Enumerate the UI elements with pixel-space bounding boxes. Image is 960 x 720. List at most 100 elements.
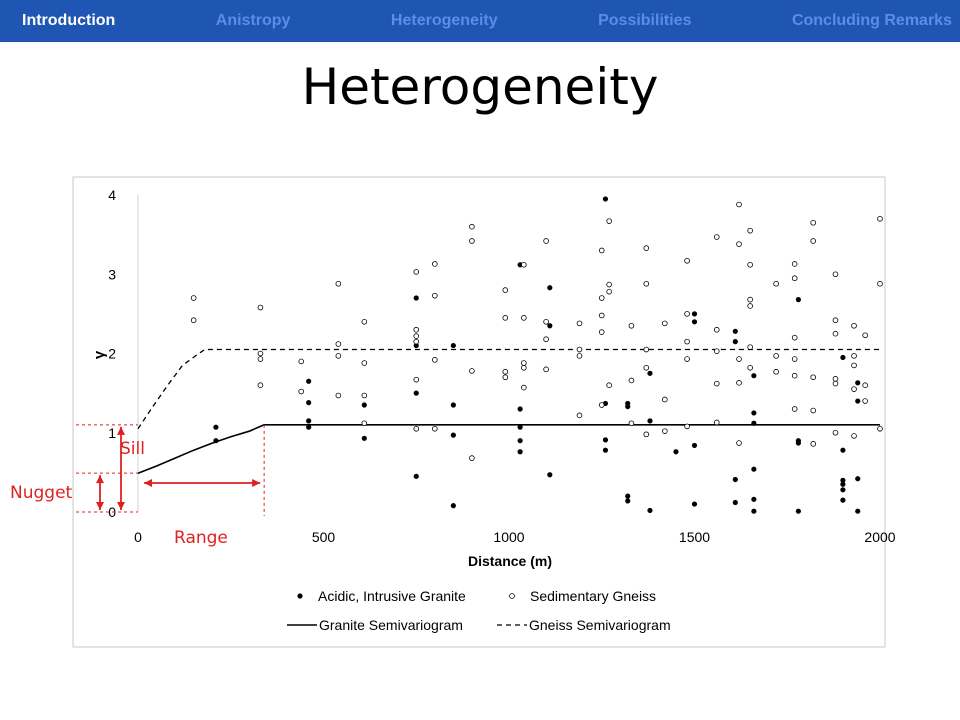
gneiss-data-point [851,362,857,369]
gneiss-data-point [791,356,798,362]
gneiss-data-point [713,419,720,426]
gneiss-data-point [543,366,549,373]
granite-data-point [306,378,312,384]
slide-title: Heterogeneity [301,58,659,116]
granite-data-point [732,339,738,345]
granite-data-point [413,390,419,396]
gneiss-data-point [747,344,753,350]
granite-data-point [602,437,609,443]
gneiss-data-point [832,330,839,337]
gneiss-data-point [862,332,868,339]
gneiss-data-point [521,315,527,321]
legend-label: Granite Semivariogram [319,617,463,633]
gneiss-data-point [502,368,509,375]
gneiss-data-point [773,368,779,375]
gneiss-data-point [413,376,420,383]
granite-data-point [306,424,312,430]
gneiss-data-point [662,396,668,403]
gneiss-data-point [469,455,475,461]
gneiss-data-point [502,374,509,381]
granite-data-point [547,323,553,329]
gneiss-data-point [521,360,527,366]
y-tick-label: 1 [108,425,116,441]
granite-data-point [751,373,757,379]
gneiss-data-point [747,296,753,303]
gneiss-data-point [469,223,475,230]
nav-item-anistropy[interactable]: Anistropy [215,12,291,29]
gneiss-data-point [606,281,612,288]
y-tick-label: 2 [108,346,116,362]
nugget-arrow-head [96,475,104,484]
gneiss-data-point [643,346,650,353]
gneiss-data-point [413,269,420,275]
gneiss-data-point [521,261,527,268]
gneiss-data-point [257,304,264,311]
gneiss-data-point [598,402,605,408]
range-annotation-label: Range [174,528,228,548]
granite-data-point [855,508,861,514]
gneiss-data-point [736,380,742,386]
nugget-arrow-head [96,502,104,510]
granite-data-point [840,497,846,503]
granite-data-point [647,507,653,514]
nav-item-concluding-remarks[interactable]: Concluding Remarks [791,12,952,29]
gneiss-data-point [810,219,817,226]
gneiss-data-point [598,329,605,335]
gneiss-data-point [832,376,839,382]
gneiss-data-point [851,386,857,392]
gneiss-data-point [521,364,527,371]
gneiss-data-point [713,348,720,354]
granite-data-point [450,342,456,349]
gneiss-data-point [684,338,690,345]
gneiss-data-point [257,350,264,357]
nav-bar: Introduction Anistropy Heterogeneity Pos… [0,0,960,42]
gneiss-data-point [469,368,475,374]
gneiss-data-point [736,201,742,208]
gneiss-data-point [643,280,650,287]
granite-data-point [213,424,219,430]
granite-data-point [840,354,846,361]
gneiss-data-point [643,245,650,251]
gneiss-data-point [190,317,197,324]
granite-data-point [840,487,846,493]
gneiss-data-point [543,238,549,244]
granite-data-point [732,476,738,483]
range-arrow-head [144,479,152,487]
granite-semivariogram-line [137,424,880,474]
gneiss-data-point [576,412,583,419]
gneiss-data-point [662,428,668,434]
granite-data-point [213,438,219,444]
gneiss-data-point [851,433,857,439]
gneiss-data-point [543,318,549,325]
nav-item-possibilities[interactable]: Possibilities [598,12,692,29]
gneiss-data-point [598,295,605,301]
nav-item-introduction[interactable]: Introduction [22,12,116,29]
x-tick-label: 1000 [493,529,524,545]
y-tick-label: 3 [108,266,116,282]
gneiss-data-point [257,356,264,362]
gneiss-data-point [713,380,720,387]
gneiss-data-point [736,356,742,362]
granite-data-point [840,481,846,487]
gneiss-data-point [791,275,798,282]
granite-data-point [450,503,456,509]
gneiss-data-point [736,440,742,446]
gneiss-data-point [606,382,612,389]
nav-item-heterogeneity[interactable]: Heterogeneity [390,12,498,29]
gneiss-data-point [851,353,857,359]
gneiss-data-point [576,346,583,353]
gneiss-data-point [543,336,549,343]
gneiss-data-point [747,303,753,309]
gneiss-data-point [810,238,817,244]
gneiss-data-point [431,292,438,299]
x-tick-label: 0 [134,529,142,545]
gneiss-data-point [469,238,475,244]
granite-data-point [625,493,631,499]
gneiss-data-point [361,392,368,399]
gneiss-data-point [413,338,420,345]
gneiss-data-point [877,215,883,222]
gneiss-data-point [257,382,264,389]
gneiss-data-point [335,353,342,359]
gneiss-data-point [606,218,612,224]
granite-data-point [647,370,653,376]
